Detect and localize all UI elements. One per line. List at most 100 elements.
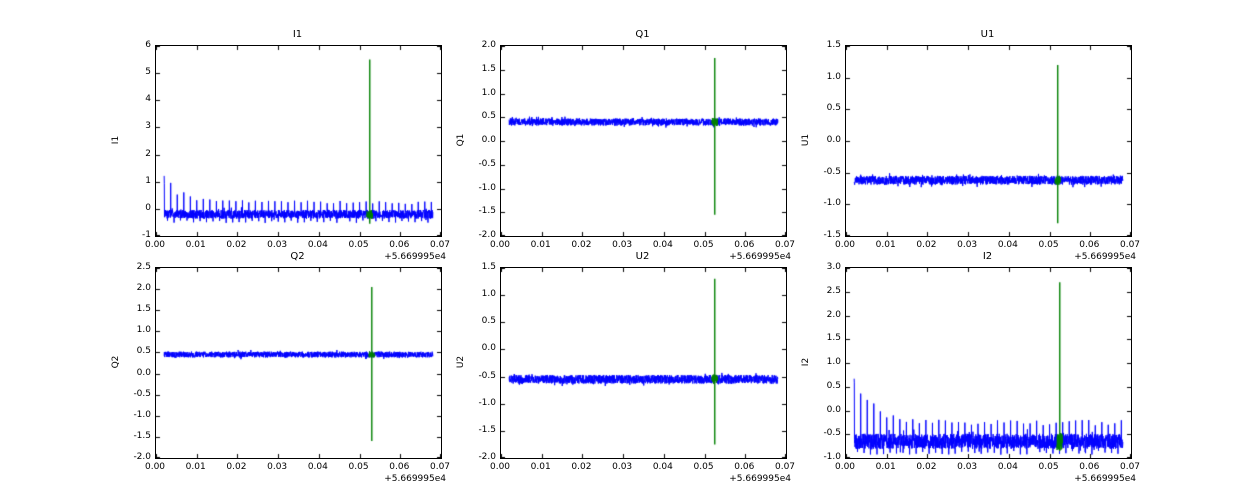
x-offset-label: +5.669995e4 <box>384 474 446 484</box>
x-tick-label: 0.04 <box>997 462 1018 472</box>
x-tick-labels: 0.00 0.01 0.02 0.03 0.04 0.05 0.06 0.07 <box>490 240 795 252</box>
x-tick-label: 0.01 <box>530 240 551 250</box>
y-tick-label: 0.0 <box>481 343 496 354</box>
plot-canvas <box>845 267 1132 459</box>
y-tick-label: 1.5 <box>481 262 496 272</box>
y-tick-label: 0 <box>145 202 151 213</box>
y-tick-label: -2.0 <box>478 230 496 240</box>
x-tick-label: 0.00 <box>489 240 511 250</box>
y-tick-label: 0.0 <box>826 404 841 415</box>
x-tick-labels: 0.00 0.01 0.02 0.03 0.04 0.05 0.06 0.07 <box>490 462 795 474</box>
y-tick-label: 0.0 <box>136 367 151 378</box>
y-tick-label: 2.5 <box>136 262 151 272</box>
y-tick-label: -1.0 <box>478 397 496 408</box>
y-tick-label: -1.5 <box>478 424 496 435</box>
x-tick-label: 0.04 <box>652 240 673 250</box>
x-tick-label: 0.07 <box>774 462 796 472</box>
subplot-i1: I1 I1 -1 0 1 2 3 4 5 6 0.00 0.01 0.02 0.03 0.04 0.05… <box>111 29 450 262</box>
x-tick-label: 0.06 <box>734 462 755 472</box>
x-tick-label: 0.03 <box>612 240 633 250</box>
subplot-q2: Q2 Q2 -2.0 -1.5 -1.0 -0.5 0.0 0.5 1.0 1.5 2.0 2.5… <box>111 251 450 484</box>
y-tick-labels: -2.0 -1.5 -1.0 -0.5 0.0 0.5 1.0 1.5 2.0 2.5 <box>107 262 151 462</box>
x-tick-label: 0.03 <box>267 462 288 472</box>
y-tick-label: 1.0 <box>481 289 496 300</box>
y-tick-label: -1.5 <box>823 230 841 240</box>
x-tick-label: 0.02 <box>916 462 937 472</box>
plot-title: U1 <box>980 29 995 40</box>
y-tick-label: 3.0 <box>826 262 841 272</box>
y-tick-label: 1 <box>145 175 151 186</box>
x-tick-label: 0.07 <box>774 240 796 250</box>
y-tick-labels: -2.0 -1.5 -1.0 -0.5 0.0 0.5 1.0 1.5 <box>452 262 496 462</box>
x-tick-label: 0.06 <box>734 240 755 250</box>
x-tick-label: 0.07 <box>1119 462 1141 472</box>
x-tick-label: 0.05 <box>348 240 369 250</box>
y-tick-label: -1 <box>142 230 151 240</box>
plot-canvas <box>845 45 1132 237</box>
plot-canvas <box>155 45 442 237</box>
subplot-q1: Q1 Q1 -2.0 -1.5 -1.0 -0.5 0.0 0.5 1.0 1.5 2.0 0.… <box>456 29 795 262</box>
y-tick-label: -1.0 <box>478 182 496 193</box>
y-tick-label: 1.0 <box>826 71 841 82</box>
y-tick-label: 1.0 <box>481 87 496 98</box>
x-tick-label: 0.05 <box>348 462 369 472</box>
x-tick-label: 0.03 <box>957 240 978 250</box>
x-tick-label: 0.05 <box>693 240 714 250</box>
y-tick-label: -1.0 <box>133 409 151 420</box>
plot-title: U2 <box>635 251 650 262</box>
x-tick-label: 0.02 <box>226 462 247 472</box>
y-tick-label: 1.5 <box>826 40 841 50</box>
x-tick-label: 0.07 <box>429 462 451 472</box>
y-tick-label: 0.5 <box>826 103 841 114</box>
x-tick-label: 0.04 <box>652 462 673 472</box>
y-tick-label: -2.0 <box>133 452 151 462</box>
x-offset-label: +5.669995e4 <box>1074 474 1136 484</box>
x-tick-label: 0.06 <box>389 240 410 250</box>
x-tick-labels: 0.00 0.01 0.02 0.03 0.04 0.05 0.06 0.07 <box>145 462 450 474</box>
y-tick-label: -1.5 <box>133 430 151 441</box>
x-tick-label: 0.06 <box>1079 462 1100 472</box>
x-tick-label: 0.02 <box>916 240 937 250</box>
x-tick-label: 0.00 <box>489 462 511 472</box>
x-tick-label: 0.02 <box>571 462 592 472</box>
y-tick-label: 0.0 <box>481 135 496 145</box>
x-tick-label: 0.04 <box>307 462 328 472</box>
x-tick-label: 0.06 <box>1079 240 1100 250</box>
x-tick-label: 0.05 <box>1038 462 1059 472</box>
subplot-i2: I2 I2 -1.0 -0.5 0.0 0.5 1.0 1.5 2.0 2.5 3.0 0.00… <box>801 251 1140 484</box>
plot-title: I1 <box>292 29 303 40</box>
x-tick-label: 0.00 <box>834 240 856 250</box>
y-tick-label: 2.5 <box>826 285 841 296</box>
plot-title: Q2 <box>290 251 305 262</box>
y-tick-label: -0.5 <box>478 158 496 169</box>
x-tick-label: 0.01 <box>530 462 551 472</box>
x-tick-label: 0.07 <box>429 240 451 250</box>
y-tick-label: 3 <box>145 121 151 132</box>
y-tick-label: 1.5 <box>826 333 841 344</box>
x-tick-labels: 0.00 0.01 0.02 0.03 0.04 0.05 0.06 0.07 <box>145 240 450 252</box>
y-tick-label: 6 <box>145 40 151 50</box>
y-tick-label: -1.0 <box>823 452 841 462</box>
plot-canvas <box>500 267 787 459</box>
x-tick-label: 0.01 <box>185 240 206 250</box>
y-tick-label: -0.5 <box>478 370 496 381</box>
x-offset-label: +5.669995e4 <box>729 474 791 484</box>
y-tick-label: -0.5 <box>823 166 841 177</box>
y-tick-label: 2.0 <box>481 40 496 50</box>
y-tick-label: -1.5 <box>478 206 496 217</box>
y-tick-label: 2.0 <box>826 309 841 320</box>
x-tick-label: 0.03 <box>612 462 633 472</box>
y-tick-label: 0.0 <box>826 135 841 145</box>
x-tick-label: 0.01 <box>875 462 896 472</box>
x-tick-label: 0.04 <box>307 240 328 250</box>
x-tick-label: 0.01 <box>185 462 206 472</box>
y-tick-labels: -1.0 -0.5 0.0 0.5 1.0 1.5 2.0 2.5 3.0 <box>797 262 841 462</box>
y-tick-labels: -1 0 1 2 3 4 5 6 <box>107 40 151 240</box>
y-tick-label: 2.0 <box>136 283 151 294</box>
y-tick-label: 1.0 <box>826 357 841 367</box>
x-tick-label: 0.05 <box>1038 240 1059 250</box>
x-tick-label: 0.00 <box>834 462 856 472</box>
y-tick-label: -1.0 <box>823 198 841 209</box>
y-tick-label: 0.5 <box>481 316 496 327</box>
